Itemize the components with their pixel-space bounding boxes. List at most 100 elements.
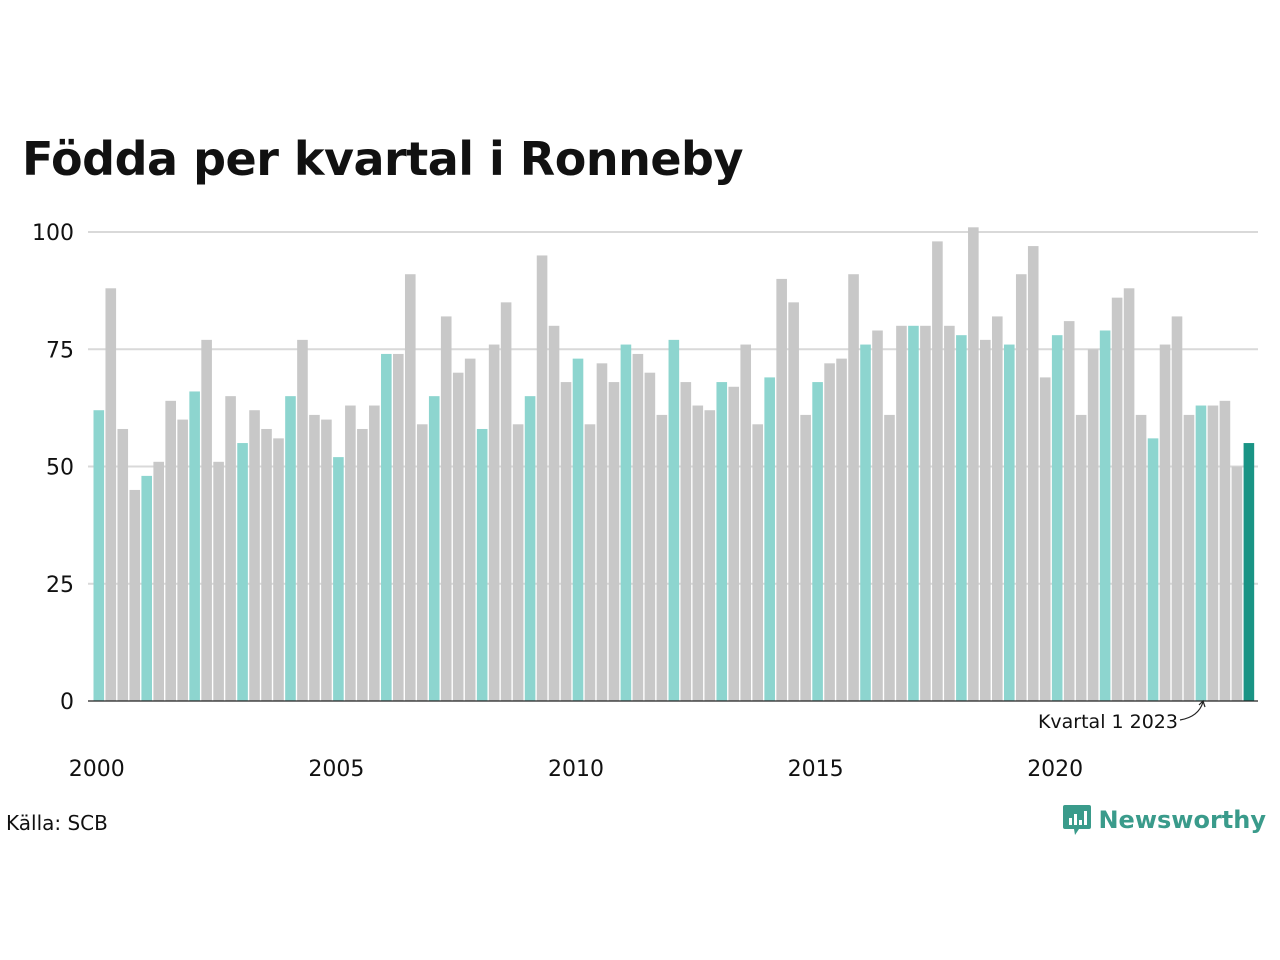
source-note: Källa: SCB: [6, 811, 108, 835]
bar: [1195, 405, 1207, 701]
bar: [800, 414, 811, 701]
bar: [488, 344, 500, 701]
chart-title: Födda per kvartal i Ronneby: [22, 132, 743, 186]
bar: [824, 363, 835, 701]
bar: [369, 405, 380, 701]
y-tick-label: 25: [46, 573, 74, 598]
bar: [884, 414, 895, 701]
bar: [812, 382, 823, 701]
bar: [956, 335, 967, 701]
bar: [560, 382, 572, 701]
bar: [656, 414, 668, 701]
bar: [980, 339, 991, 701]
bar: [333, 457, 344, 701]
x-tick-label: 2000: [69, 757, 125, 782]
bar: [1219, 400, 1231, 701]
x-tick-label: 2015: [788, 757, 844, 782]
bar: [1099, 330, 1111, 701]
bar: [129, 489, 141, 701]
bar: [596, 363, 608, 701]
bar: [201, 339, 212, 701]
bar: [608, 382, 620, 701]
annotation-arrow: [1179, 701, 1204, 721]
bar: [1087, 349, 1099, 701]
bar: [189, 391, 200, 701]
bar: [740, 344, 752, 701]
bar: [680, 382, 692, 701]
bar: [105, 288, 117, 701]
bar: [345, 405, 356, 701]
axes: 0 25 50 75 100 2000 2005 2010 2015 2020: [32, 221, 1258, 782]
bar: [872, 330, 883, 701]
bar: [1027, 246, 1039, 701]
bar: [632, 353, 644, 701]
bar: [944, 325, 955, 701]
x-tick-label: 2005: [308, 757, 364, 782]
bar: [752, 424, 763, 701]
bar: [249, 410, 260, 701]
bar: [476, 428, 488, 701]
bar: [440, 316, 452, 701]
bar: [416, 424, 428, 701]
bar: [297, 339, 308, 701]
bar: [572, 358, 584, 701]
bar: [932, 241, 943, 701]
bar: [165, 400, 176, 701]
bar: [1171, 316, 1183, 701]
x-tick-label: 2010: [548, 757, 604, 782]
bar: [285, 396, 296, 701]
bar: [848, 274, 859, 701]
bar: [213, 461, 224, 701]
bar: [668, 339, 680, 701]
bar: [1147, 438, 1159, 701]
brand-name: Newsworthy: [1098, 806, 1266, 834]
bar: [404, 274, 416, 701]
x-tick-label: 2020: [1027, 757, 1083, 782]
bar: [153, 461, 164, 701]
bar: [500, 302, 512, 701]
y-tick-label: 100: [32, 221, 74, 246]
bar: [764, 377, 775, 701]
bar: [1075, 414, 1087, 701]
bar: [968, 227, 979, 701]
bar: [177, 419, 188, 701]
bar: [452, 372, 464, 701]
bar: [1003, 344, 1015, 701]
bar: [788, 302, 799, 701]
bar: [1111, 297, 1123, 701]
bar: [692, 405, 704, 701]
bar: [896, 325, 907, 701]
bar: [908, 325, 919, 701]
bar: [620, 344, 632, 701]
bar: [1063, 321, 1075, 701]
bar: [728, 386, 740, 701]
bar: [1159, 344, 1171, 701]
bar-highlight: [1243, 443, 1255, 701]
bar: [920, 325, 931, 701]
bar: [536, 255, 548, 701]
y-tick-label: 75: [46, 338, 74, 363]
bar: [117, 428, 129, 701]
bar: [261, 428, 272, 701]
bar: [836, 358, 847, 701]
bar: [992, 316, 1003, 701]
bar: [1231, 466, 1243, 701]
annotation-arrowhead: [1198, 699, 1206, 708]
bar: [584, 424, 596, 701]
bar: [524, 396, 536, 701]
annotation-group: Kvartal 1 2023: [1038, 699, 1206, 733]
bar: [512, 424, 524, 701]
bar: [93, 410, 105, 701]
bar: [548, 325, 560, 701]
bar: [716, 382, 728, 701]
bar: [704, 410, 716, 701]
bar: [644, 372, 656, 701]
bar: [464, 358, 476, 701]
bar: [237, 443, 248, 701]
annotation-label: Kvartal 1 2023: [1038, 711, 1178, 733]
bar: [1015, 274, 1027, 701]
bar: [1207, 405, 1219, 701]
bar: [1051, 335, 1063, 701]
bar: [1039, 377, 1051, 701]
